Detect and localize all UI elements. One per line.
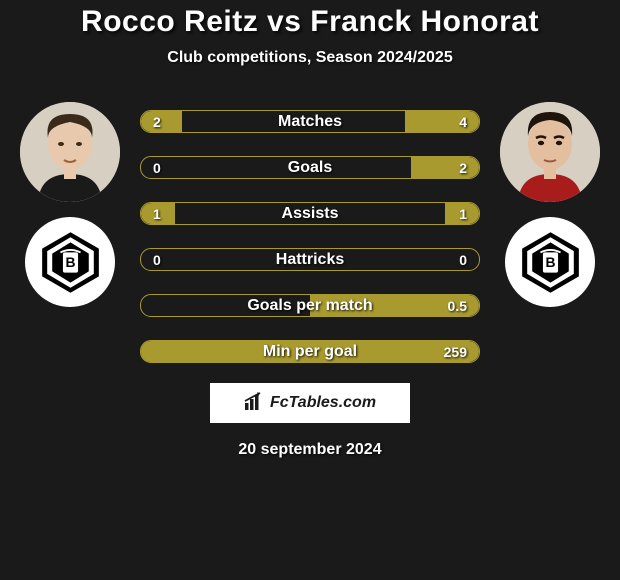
stat-row: 2 Matches 4 [140, 110, 480, 133]
stat-label: Matches [278, 113, 342, 131]
stat-label: Goals per match [247, 297, 372, 315]
club-right-badge: B [505, 217, 595, 307]
stat-value-left: 1 [153, 206, 161, 222]
stat-row: 0 Goals 2 [140, 156, 480, 179]
stat-row: Min per goal 259 [140, 340, 480, 363]
stat-label: Goals [288, 159, 332, 177]
player-left-avatar [20, 102, 120, 202]
page-title: Rocco Reitz vs Franck Honorat [0, 5, 620, 39]
stat-value-right: 0 [459, 252, 467, 268]
branding-box: FcTables.com [210, 383, 410, 423]
stat-fill-right [405, 111, 479, 132]
stat-value-right: 4 [459, 114, 467, 130]
stat-row: 1 Assists 1 [140, 202, 480, 225]
stat-value-left: 2 [153, 114, 161, 130]
stat-value-left: 0 [153, 252, 161, 268]
stat-row: Goals per match 0.5 [140, 294, 480, 317]
club-left-badge: B [25, 217, 115, 307]
stat-value-right: 0.5 [448, 298, 467, 314]
infographic-root: Rocco Reitz vs Franck Honorat Club compe… [0, 0, 620, 459]
svg-text:B: B [545, 253, 555, 269]
stat-row: 0 Hattricks 0 [140, 248, 480, 271]
stat-value-right: 1 [459, 206, 467, 222]
main-row: B 2 Matches 4 0 Goals 2 1 Assists 1 0 Hattricks 0 Go… [0, 102, 620, 363]
stat-label: Assists [282, 205, 339, 223]
player-right-avatar [500, 102, 600, 202]
stat-fill-right [411, 157, 479, 178]
stat-value-right: 259 [444, 344, 467, 360]
right-side: B [500, 102, 600, 307]
stat-label: Hattricks [276, 251, 344, 269]
left-side: B [20, 102, 120, 307]
stat-value-right: 2 [459, 160, 467, 176]
svg-text:B: B [65, 253, 75, 269]
branding-icon [244, 391, 264, 416]
date-label: 20 september 2024 [0, 441, 620, 459]
branding-text: FcTables.com [270, 394, 376, 412]
page-subtitle: Club competitions, Season 2024/2025 [0, 49, 620, 67]
stat-fill-left [141, 111, 182, 132]
stat-label: Min per goal [263, 343, 357, 361]
stat-bars: 2 Matches 4 0 Goals 2 1 Assists 1 0 Hattricks 0 Goal… [140, 110, 480, 363]
stat-value-left: 0 [153, 160, 161, 176]
